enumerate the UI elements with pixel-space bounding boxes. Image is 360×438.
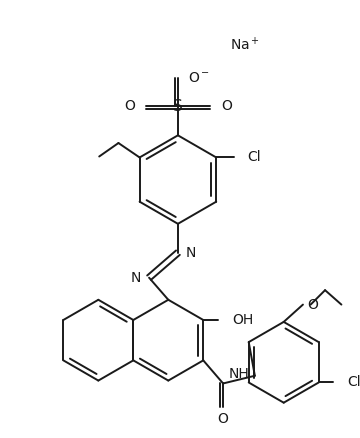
Text: Cl: Cl (247, 150, 261, 164)
Text: S: S (173, 99, 183, 114)
Text: O$^-$: O$^-$ (188, 71, 210, 85)
Text: N: N (186, 246, 196, 260)
Text: OH: OH (232, 313, 253, 327)
Text: NH: NH (228, 367, 249, 381)
Text: Cl: Cl (347, 375, 360, 389)
Text: O: O (124, 99, 135, 113)
Text: Na$^+$: Na$^+$ (230, 36, 260, 53)
Text: O: O (221, 99, 232, 113)
Text: N: N (131, 271, 141, 285)
Text: O: O (308, 297, 319, 311)
Text: O: O (218, 412, 229, 426)
